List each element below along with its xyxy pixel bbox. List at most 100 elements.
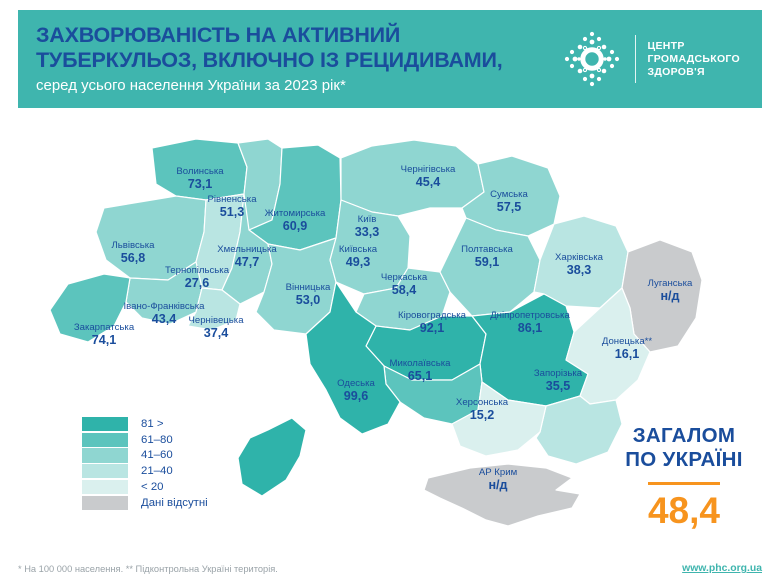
region-value-lviv: 56,8 [121, 251, 146, 265]
site-url-link[interactable]: www.phc.org.ua [682, 563, 762, 574]
region-value-vinnytsia: 53,0 [296, 293, 321, 307]
region-value-kyiv_obl: 49,3 [346, 255, 371, 269]
logo-text-line1: ЦЕНТР [647, 39, 685, 52]
region-label-zhytomyr: Житомирська [265, 208, 326, 219]
map-regions-group [49, 138, 703, 527]
region-value-sumy: 57,5 [497, 200, 522, 214]
phc-logo: ЦЕНТР ГРОМАДСЬКОГО ЗДОРОВ'Я [561, 28, 762, 90]
map-region-crimea[interactable] [423, 463, 581, 527]
region-value-poltava: 59,1 [475, 255, 500, 269]
legend-row: < 20 [82, 479, 208, 495]
total-divider-rule [648, 482, 720, 486]
region-value-mykolaiv: 65,1 [408, 369, 433, 383]
region-value-ivano: 43,4 [152, 312, 177, 326]
region-label-khmeln: Хмельницька [217, 244, 277, 255]
map-region-kherson[interactable] [451, 381, 547, 457]
logo-divider [634, 35, 636, 83]
region-value-kyiv_city: 33,3 [355, 225, 380, 239]
logo-text-line2: ГРОМАДСЬКОГО [647, 52, 740, 65]
region-label-zakarp: Закарпатська [74, 322, 135, 333]
map-region-chernihiv[interactable] [340, 139, 485, 217]
region-value-kherson: 15,2 [470, 408, 495, 422]
logo-text-line3: ЗДОРОВ'Я [647, 65, 705, 78]
map-region-zakarp[interactable] [49, 273, 131, 343]
region-value-zaporizhzhia: 35,5 [546, 379, 571, 393]
region-value-kirovohrad: 92,1 [420, 321, 445, 335]
page-subtitle: серед усього населення України за 2023 р… [36, 76, 346, 94]
region-label-ivano: Івано-Франківська [124, 301, 206, 312]
legend-swatch [82, 432, 128, 447]
legend-row: 61–80 [82, 432, 208, 448]
region-value-zhytomyr: 60,9 [283, 219, 308, 233]
legend-row: 41–60 [82, 448, 208, 464]
region-value-chernihiv: 45,4 [416, 175, 441, 189]
region-label-kharkiv: Харківська [555, 252, 604, 263]
legend-label: 61–80 [141, 433, 173, 446]
legend-swatch [82, 464, 128, 479]
map-region-donetsk[interactable] [565, 287, 651, 405]
region-value-volyn: 73,1 [188, 177, 213, 191]
legend-swatch [82, 416, 128, 432]
region-value-cherkasy: 58,4 [392, 283, 417, 297]
region-label-kirovohrad: Кіровоградська [398, 310, 467, 321]
region-value-odesa: 99,6 [344, 389, 369, 403]
ukraine-choropleth-map: Волинська 73,1 Рівненська 51,3 Житомирська 60… [0, 112, 780, 542]
region-label-lviv: Львівська [111, 240, 155, 251]
logo-text: ЦЕНТР ГРОМАДСЬКОГО ЗДОРОВ'Я [648, 40, 740, 79]
legend-label: 41–60 [141, 449, 173, 462]
region-label-vinnytsia: Вінницька [286, 282, 331, 293]
legend-label: Дані відсутні [141, 496, 208, 509]
legend-label: 21–40 [141, 465, 173, 478]
map-legend: 81 > 61–80 41–60 21–40 < 20 Дані відсутні [82, 416, 208, 511]
total-label-line2: ПО УКРАЇНІ [625, 448, 743, 471]
region-value-rivne: 51,3 [220, 205, 245, 219]
region-label-chernivtsi: Чернівецька [188, 315, 244, 326]
region-label-rivne: Рівненська [207, 194, 257, 205]
region-label-odesa: Одеська [337, 378, 375, 389]
phc-dot-diamond-icon [564, 31, 619, 87]
map-region-odesa[interactable] [237, 281, 401, 497]
legend-row: Дані відсутні [82, 495, 208, 511]
region-label-volyn: Волинська [176, 166, 224, 177]
legend-swatch [82, 479, 128, 495]
region-value-dnipro: 86,1 [518, 321, 543, 335]
header-banner: ЗАХВОРЮВАНІСТЬ НА АКТИВНИЙ ТУБЕРКУЛЬОЗ, … [18, 10, 762, 108]
legend-row: 81 > [82, 416, 208, 432]
region-label-luhansk: Луганська [648, 278, 693, 289]
region-label-dnipro: Дніпропетровська [490, 310, 570, 321]
footnote-text: * На 100 000 населення. ** Підконтрольна… [18, 564, 278, 574]
region-label-zaporizhzhia: Запорізька [534, 368, 583, 379]
region-value-donetsk: 16,1 [615, 347, 640, 361]
region-value-khmeln: 47,7 [235, 255, 260, 269]
region-label-ternopil: Тернопільська [165, 265, 230, 276]
region-label-chernihiv: Чернігівська [401, 164, 456, 175]
region-value-ternopil: 27,6 [185, 276, 210, 290]
total-value: 48,4 [647, 490, 720, 532]
region-value-kharkiv: 38,3 [567, 263, 592, 277]
legend-label: 81 > [141, 417, 164, 430]
map-region-zaporizhzhia[interactable] [535, 395, 623, 465]
region-value-chernivtsi: 37,4 [204, 326, 229, 340]
page-title-line1: ЗАХВОРЮВАНІСТЬ НА АКТИВНИЙ [36, 22, 401, 47]
map-region-chernivtsi[interactable] [187, 287, 241, 331]
header-text-block: ЗАХВОРЮВАНІСТЬ НА АКТИВНИЙ ТУБЕРКУЛЬОЗ, … [18, 23, 561, 96]
region-label-crimea: АР Крим [479, 467, 517, 478]
national-total-block: ЗАГАЛОМ ПО УКРАЇНІ 48,4 [600, 424, 768, 531]
map-region-khmeln[interactable] [221, 193, 273, 305]
total-label-line1: ЗАГАЛОМ [632, 424, 736, 447]
region-label-mykolaiv: Миколаївська [390, 358, 452, 369]
legend-row: 21–40 [82, 463, 208, 479]
page-title-line2: ТУБЕРКУЛЬОЗ, ВКЛЮЧНО ІЗ РЕЦИДИВАМИ, [36, 47, 503, 72]
region-value-zakarp: 74,1 [92, 333, 117, 347]
region-label-kyiv_city: Київ [358, 214, 377, 225]
region-label-kyiv_obl: Київська [339, 244, 378, 255]
region-value-luhansk: н/д [660, 289, 679, 303]
region-label-kherson: Херсонська [456, 397, 509, 408]
region-label-donetsk: Донецька** [602, 336, 653, 347]
region-label-sumy: Сумська [490, 189, 528, 200]
region-value-crimea: н/д [488, 478, 507, 492]
legend-label: < 20 [141, 481, 164, 494]
